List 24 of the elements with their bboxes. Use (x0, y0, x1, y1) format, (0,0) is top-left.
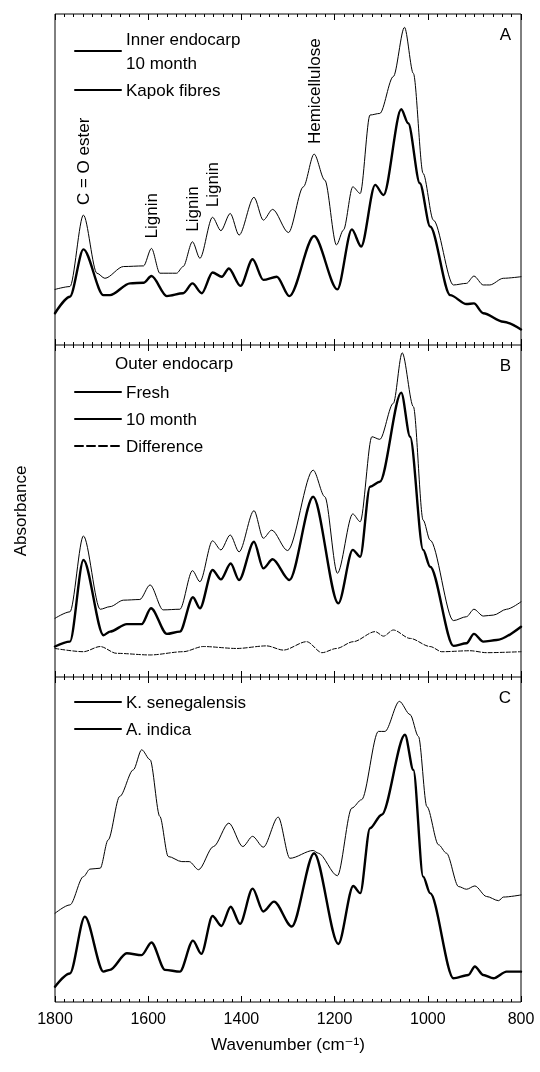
x-axis-title: Wavenumber (cm⁻¹) (211, 1035, 365, 1054)
annotation: Lignin (203, 161, 223, 208)
x-tick-label: 1000 (410, 1009, 446, 1027)
legend-label: Difference (126, 436, 204, 456)
legend-label: 10 month (126, 409, 197, 429)
annotation: A (499, 25, 512, 44)
x-tick-label: 1800 (37, 1009, 73, 1027)
annotation: C = O ester (73, 117, 93, 206)
legend-title: Outer endocarp (115, 354, 234, 373)
legend-label: Inner endocarp 10 month (126, 29, 241, 73)
x-tick-label: 800 (507, 1009, 535, 1027)
annotation: Lignin (182, 186, 202, 232)
x-tick-label: 1400 (223, 1009, 260, 1027)
annotation: Hemicellulose (304, 38, 324, 145)
y-axis-title: Absorbance (10, 465, 30, 557)
annotation: C (498, 688, 511, 707)
legend-label: Fresh (126, 382, 170, 402)
legend-label: K. senegalensis (126, 692, 247, 712)
annotation: B (499, 356, 511, 375)
legend-label: A. indica (126, 719, 192, 739)
legend-label: Kapok fibres (126, 80, 221, 100)
x-tick-label: 1600 (130, 1009, 167, 1027)
annotation: Lignin (141, 193, 161, 239)
x-tick-label: 1200 (316, 1009, 353, 1027)
